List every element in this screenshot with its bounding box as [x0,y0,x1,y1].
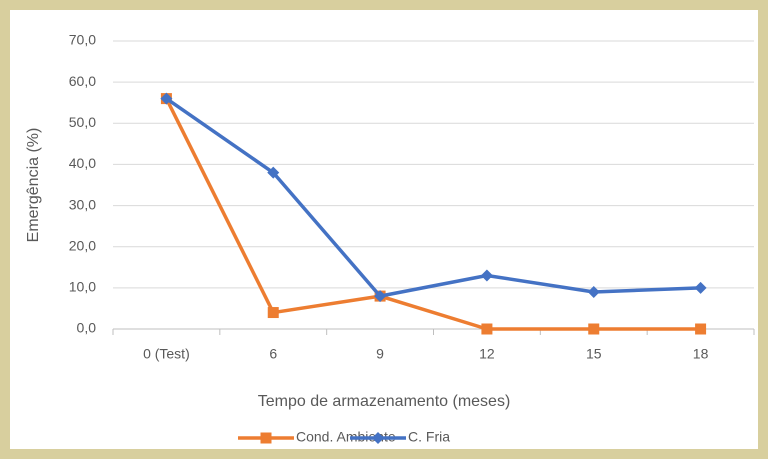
y-axis-label: Emergência (%) [25,128,42,243]
marker [481,323,493,335]
y-tick-label: 60,0 [69,73,96,89]
marker [587,285,600,298]
x-tick-label: 18 [693,346,709,362]
y-tick-label: 30,0 [69,196,96,212]
y-tick-label: 70,0 [69,32,96,48]
marker [480,269,493,282]
marker [374,290,387,303]
line [164,97,701,331]
legend-label: C. Fria [408,429,450,445]
legend-marker [372,432,384,444]
marker [695,323,707,335]
y-tick-label: 50,0 [69,114,96,130]
line [165,97,701,298]
y-tick-label: 10,0 [69,279,96,295]
marker [160,92,173,105]
marker [588,323,600,335]
x-tick-label: 6 [269,346,277,362]
marker [694,281,707,294]
chart-panel [10,10,758,449]
x-axis-label: Tempo de armazenamento (meses) [258,393,511,410]
y-tick-label: 0,0 [77,320,97,336]
y-tick-label: 40,0 [69,155,96,171]
x-tick-label: 9 [376,346,384,362]
x-tick-label: 12 [479,346,495,362]
x-tick-label: 0 (Test) [143,346,190,362]
x-tick-label: 15 [586,346,602,362]
marker [267,166,280,179]
y-tick-label: 20,0 [69,237,96,253]
legend-label: Cond. Ambiente [296,429,396,445]
marker [267,307,279,319]
legend-marker [260,432,272,444]
